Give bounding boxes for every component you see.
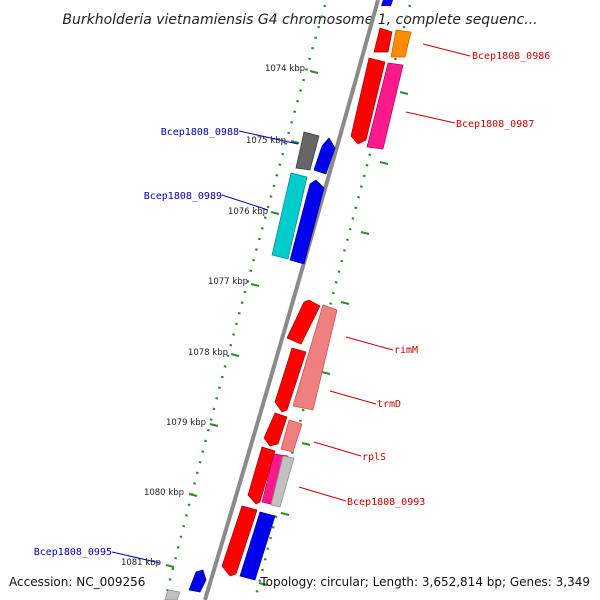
- gene-rplS[interactable]: [280, 419, 303, 453]
- gene-label[interactable]: Bcep1808_0986: [472, 51, 550, 62]
- kbp-label: 1078 kbp: [188, 348, 228, 358]
- gene-feature-red[interactable]: [221, 505, 258, 577]
- kbp-label: 1076 kbp: [228, 207, 268, 217]
- gene-label[interactable]: Bcep1808_0995: [34, 547, 112, 558]
- gene-feature-blue[interactable]: [313, 137, 336, 175]
- gene-feature-red[interactable]: [247, 446, 276, 505]
- outer-guide-ring: [253, 4, 412, 600]
- gene-feature-blue[interactable]: [239, 511, 276, 581]
- gene-feature-blue[interactable]: [289, 179, 325, 265]
- gene-bcep1808-0988[interactable]: [295, 131, 320, 171]
- chromosome-backbone: [203, 0, 380, 600]
- kbp-label: 1077 kbp: [208, 277, 248, 287]
- gene-feature-red[interactable]: [350, 57, 386, 145]
- label-leaders: [111, 43, 471, 564]
- gene-label[interactable]: Bcep1808_0989: [144, 191, 222, 202]
- gene-bcep1808-0995[interactable]: [188, 569, 207, 593]
- kbp-label: 1075 kbp: [246, 136, 286, 146]
- gene-label[interactable]: Bcep1808_0993: [347, 497, 425, 508]
- kbp-label: 1074 kbp: [265, 64, 305, 74]
- gene-feature-sliver[interactable]: [381, 0, 393, 6]
- gene-label[interactable]: trmD: [377, 399, 401, 410]
- gene-feature-red[interactable]: [373, 27, 393, 53]
- gene-label[interactable]: Bcep1808_0987: [456, 119, 534, 130]
- gene-feature-grey[interactable]: [270, 455, 295, 508]
- kbp-label: 1080 kbp: [144, 488, 184, 498]
- kbp-ticks: [165, 70, 409, 586]
- kbp-label: 1081 kbp: [121, 558, 161, 568]
- gene-feature-red[interactable]: [286, 299, 321, 345]
- accession-text: Accession: NC_009256: [9, 575, 145, 589]
- gene-feature-grey[interactable]: [164, 589, 181, 600]
- gene-trmD-adjacent[interactable]: [274, 347, 307, 413]
- gene-label[interactable]: rplS: [362, 452, 386, 463]
- gene-feature-red[interactable]: [263, 412, 288, 447]
- gene-bcep1808-0986[interactable]: [390, 29, 412, 58]
- gene-bcep1808-0987[interactable]: [366, 62, 404, 150]
- gene-label[interactable]: Bcep1808_0988: [161, 127, 239, 138]
- gene-bcep1808-0989[interactable]: [271, 172, 308, 260]
- map-title: Burkholderia vietnamiensis G4 chromosome…: [62, 12, 537, 28]
- topology-text: Topology: circular; Length: 3,652,814 bp…: [259, 575, 590, 589]
- gene-label[interactable]: rimM: [394, 345, 418, 356]
- inner-guide-ring: [163, 4, 327, 600]
- gene-rimM[interactable]: [292, 304, 338, 411]
- kbp-label: 1079 kbp: [166, 418, 206, 428]
